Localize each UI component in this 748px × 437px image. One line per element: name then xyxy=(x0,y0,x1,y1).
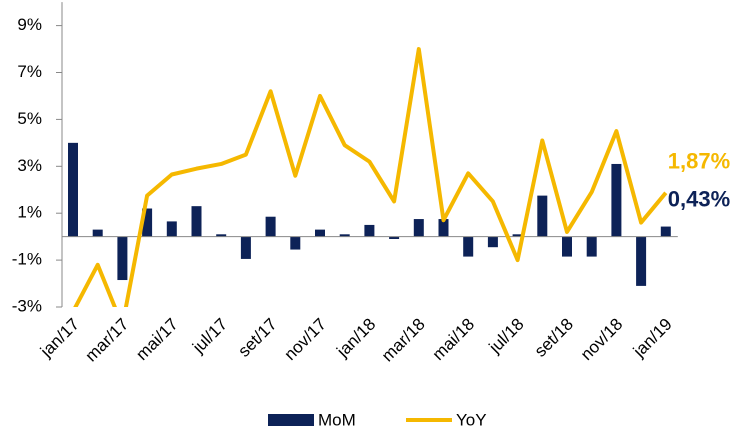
line xyxy=(73,47,668,307)
x-tick-label: jul/18 xyxy=(485,315,528,358)
y-tick-label: 9% xyxy=(17,15,42,34)
bar xyxy=(364,224,375,237)
bar xyxy=(240,236,251,259)
x-tick-label: set/18 xyxy=(531,315,577,361)
bar xyxy=(537,195,548,237)
y-tick-label: 3% xyxy=(17,156,42,175)
y-tick-label: 1% xyxy=(17,203,42,222)
line-layer xyxy=(73,47,668,307)
bar xyxy=(586,236,597,257)
bar xyxy=(413,219,424,237)
bar xyxy=(117,236,128,281)
bar xyxy=(166,221,177,237)
bar xyxy=(438,219,449,237)
y-tick-label: 7% xyxy=(17,62,42,81)
legend-swatch xyxy=(268,414,314,426)
bar xyxy=(265,216,276,237)
bar xyxy=(191,206,202,237)
x-tick-label: mar/17 xyxy=(82,315,133,366)
x-tick-label: set/17 xyxy=(234,315,280,361)
x-tick-label: jan/19 xyxy=(629,315,676,362)
bar xyxy=(290,236,301,250)
x-tick-label: jan/17 xyxy=(36,315,83,362)
legend-label: MoM xyxy=(318,410,356,429)
bar xyxy=(660,226,671,237)
x-tick-label: jul/17 xyxy=(188,315,231,358)
bar xyxy=(92,229,103,237)
bar xyxy=(68,142,78,237)
x-tick-label: mar/18 xyxy=(378,315,429,366)
y-tick-label: -3% xyxy=(12,296,42,315)
bar xyxy=(463,236,474,257)
value-label: 1,87% xyxy=(668,149,730,174)
bar xyxy=(562,236,572,257)
bar xyxy=(142,208,153,237)
bar xyxy=(339,234,350,237)
bar xyxy=(611,163,622,237)
bar xyxy=(487,236,498,248)
bar xyxy=(389,236,400,239)
x-tick-label: mai/17 xyxy=(132,315,182,365)
value-label: 0,43% xyxy=(668,186,730,211)
bar xyxy=(636,236,647,286)
x-tick-label: nov/18 xyxy=(577,315,627,365)
y-tick-label: -1% xyxy=(12,250,42,269)
bar xyxy=(512,234,523,237)
legend-label: YoY xyxy=(456,410,487,429)
bar xyxy=(315,229,325,237)
bar xyxy=(216,234,227,237)
x-tick-label: nov/17 xyxy=(280,315,330,365)
x-tick-label: jan/18 xyxy=(332,315,379,362)
y-tick-label: 5% xyxy=(17,109,42,128)
x-tick-label: mai/18 xyxy=(429,315,479,365)
